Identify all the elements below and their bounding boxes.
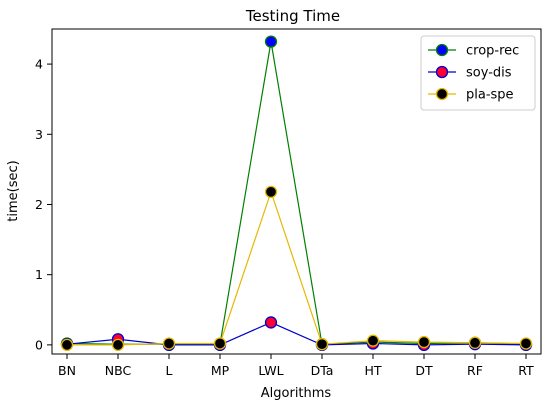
data-point-soy-dis-lwl	[264, 316, 278, 329]
x-axis: BN NBC L MP LWL DTa HT DT RF RT	[58, 354, 534, 378]
chart-title: Testing Time	[245, 7, 340, 25]
series-layer	[60, 35, 533, 352]
x-tick-label-dt: DT	[415, 363, 433, 378]
x-tick-label-rt: RT	[518, 363, 534, 378]
data-point-pla-spe-dta	[315, 338, 329, 351]
y-tick-label: 2	[35, 197, 43, 212]
data-point-pla-spe-rt	[519, 337, 533, 350]
data-point-pla-spe-l	[162, 337, 176, 350]
legend-entry-crop-rec: crop-rec	[428, 44, 519, 59]
x-tick-label-lwl: LWL	[258, 363, 283, 378]
data-point-pla-spe-nbc	[111, 338, 125, 352]
y-tick-label: 1	[35, 267, 43, 282]
data-point-pla-spe-ht	[366, 334, 380, 347]
data-point-crop-rec-lwl	[264, 35, 278, 48]
series-soy-dis	[60, 316, 533, 352]
legend-entry-soy-dis: soy-dis	[428, 66, 512, 81]
data-point-pla-spe-lwl	[264, 185, 278, 199]
x-tick-label-l: L	[166, 363, 173, 378]
x-tick-label-rf: RF	[467, 363, 483, 378]
y-tick-label: 3	[35, 127, 43, 142]
x-axis-label: Algorithms	[261, 386, 332, 401]
x-tick-label-nbc: NBC	[105, 363, 132, 378]
legend-swatch-marker	[435, 87, 449, 101]
data-point-pla-spe-bn	[60, 338, 74, 352]
y-tick-label: 4	[35, 57, 43, 72]
data-point-pla-spe-mp	[213, 337, 227, 350]
series-line-pla-spe	[67, 189, 527, 346]
plot-area-frame	[51, 28, 542, 355]
x-tick-label-mp: MP	[211, 363, 230, 378]
legend-label: crop-rec	[466, 44, 519, 59]
y-axis-label: time(sec)	[6, 160, 21, 221]
data-point-pla-spe-dt	[417, 335, 431, 349]
x-tick-label-bn: BN	[58, 363, 76, 378]
legend-label: soy-dis	[466, 66, 512, 81]
legend-swatch-marker	[435, 65, 449, 79]
x-tick-label-ht: HT	[364, 363, 381, 378]
x-tick-label-dta: DTa	[311, 363, 334, 378]
legend: crop-rec soy-dis pla-spe	[420, 35, 536, 111]
legend-box	[420, 35, 536, 111]
legend-entry-pla-spe: pla-spe	[428, 88, 514, 103]
y-tick-label: 0	[35, 337, 43, 352]
y-axis: 0 1 2 3 4	[35, 57, 52, 352]
data-point-pla-spe-rf	[468, 336, 482, 349]
series-line-soy-dis	[66, 321, 527, 346]
legend-label: pla-spe	[466, 88, 514, 103]
series-pla-spe	[60, 185, 533, 352]
legend-swatch-marker	[435, 43, 449, 57]
